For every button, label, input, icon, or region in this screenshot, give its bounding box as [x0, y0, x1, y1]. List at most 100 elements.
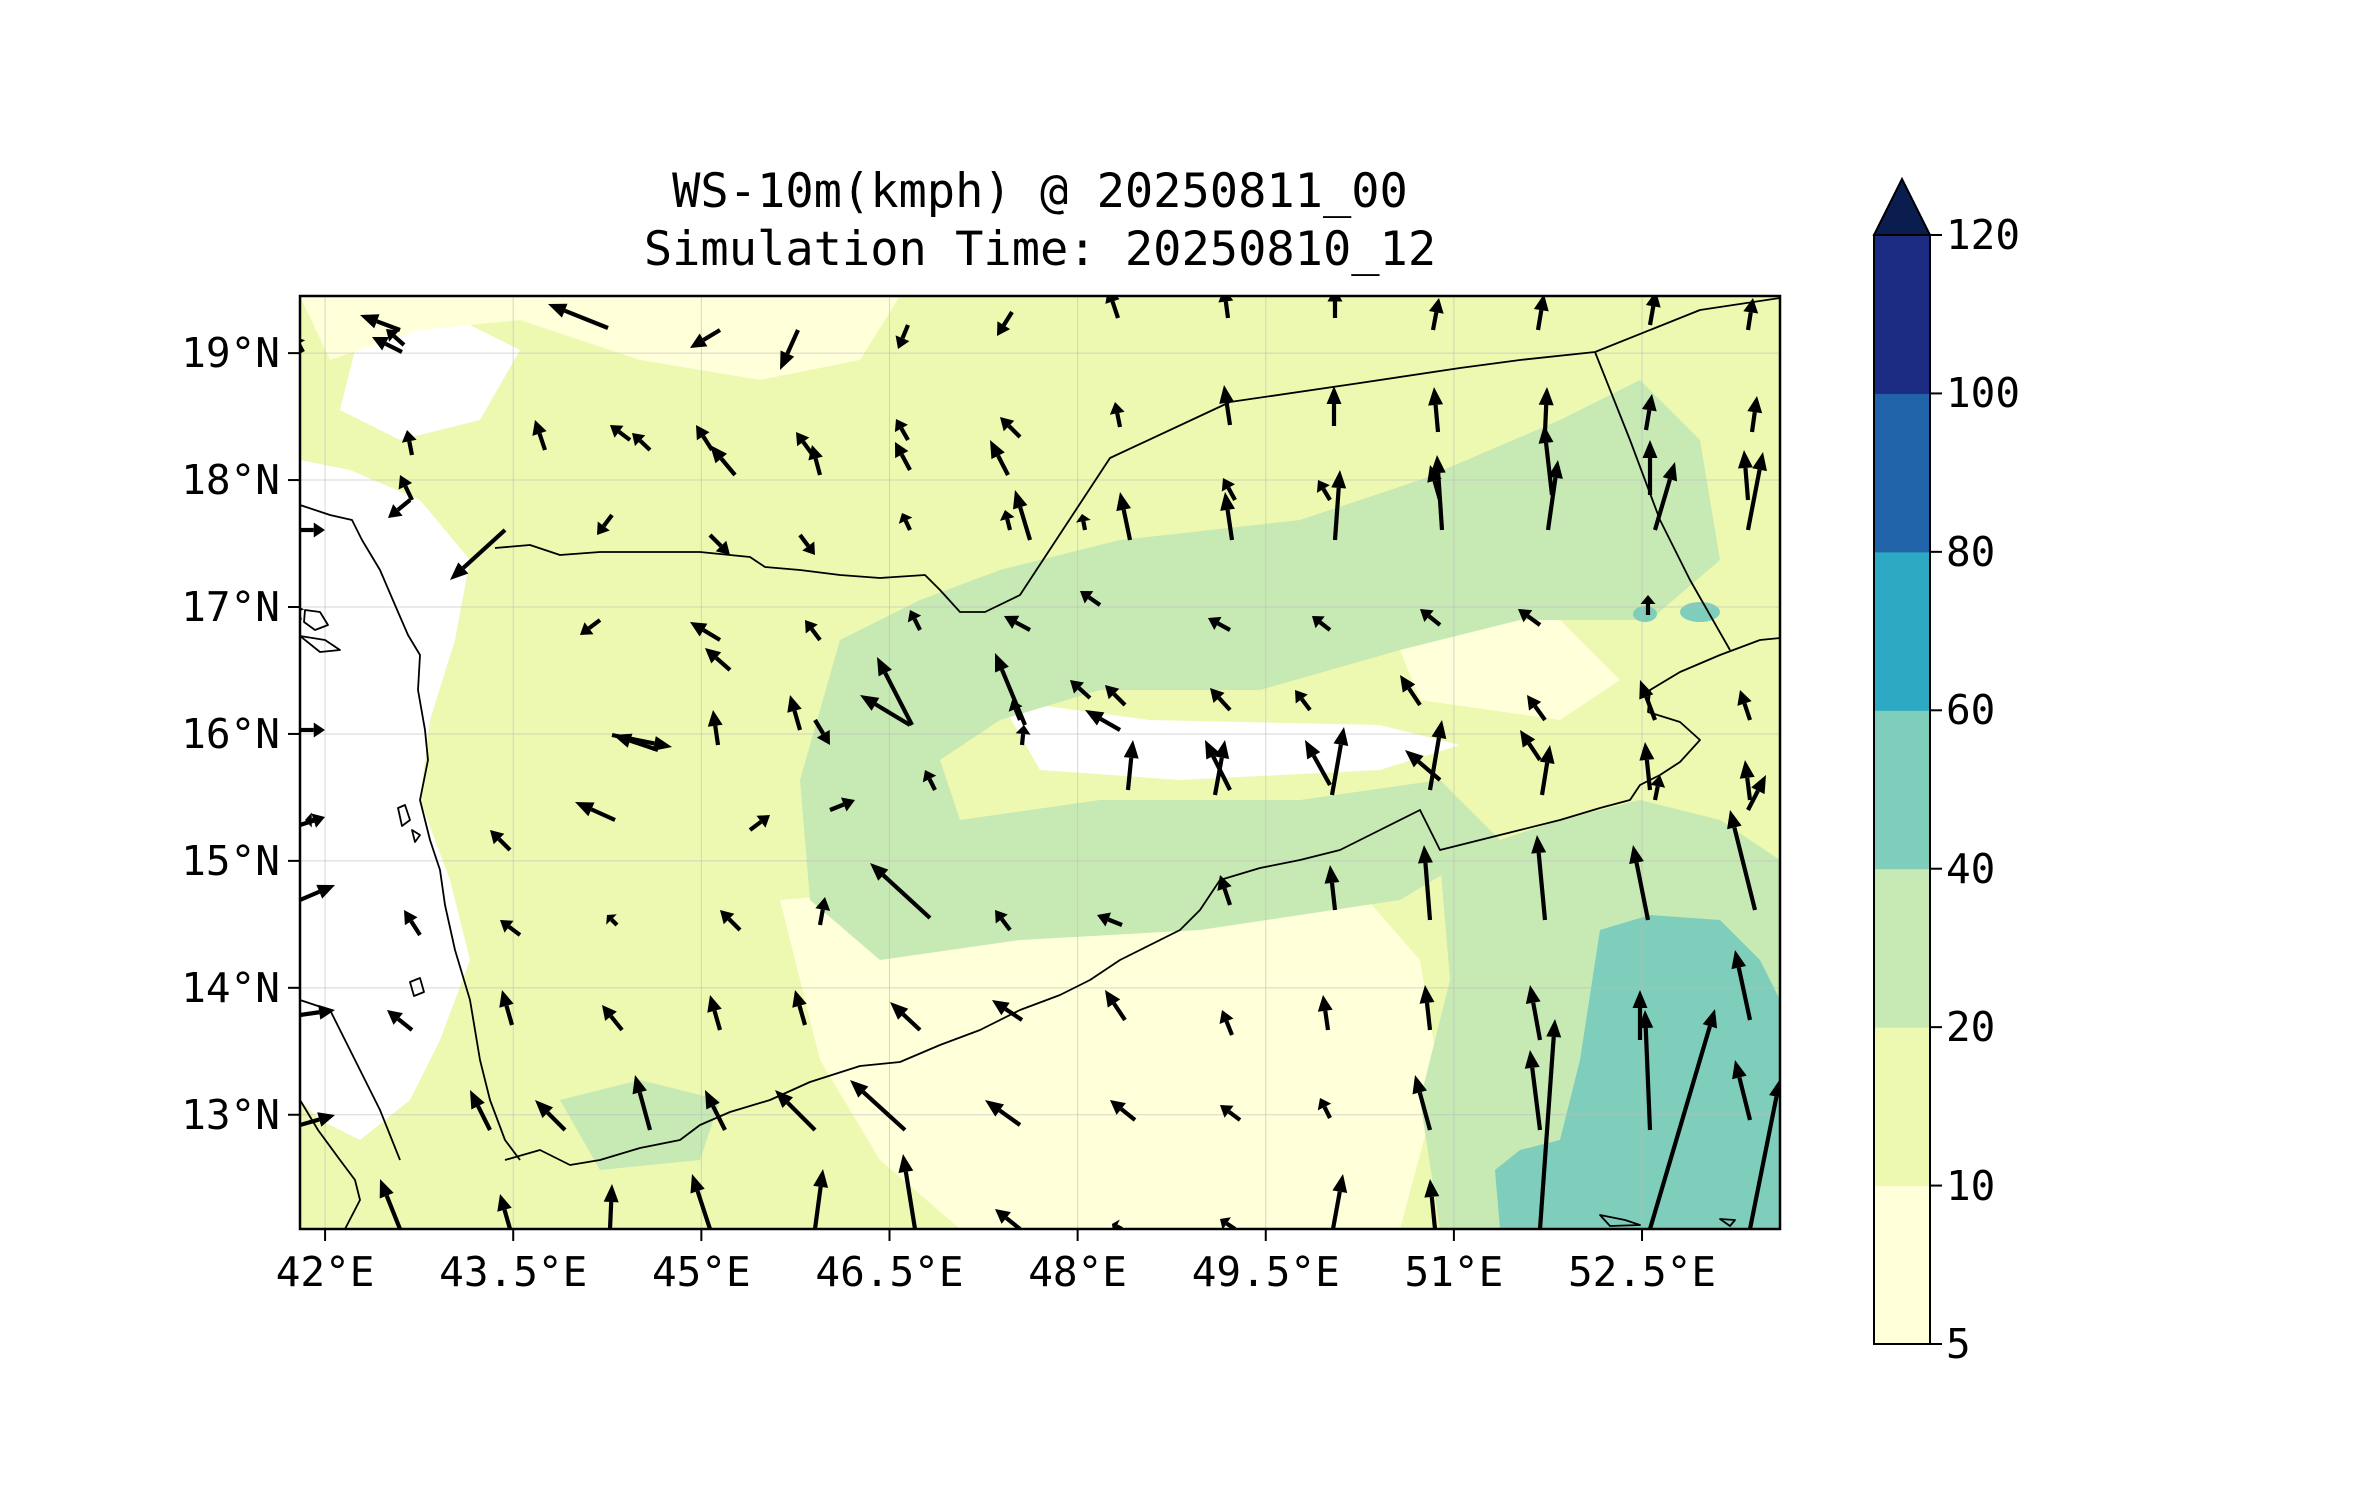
wind-arrow [798, 533, 815, 555]
wind-arrow [1218, 296, 1234, 319]
lat-tick-label: 19°N [181, 329, 280, 378]
wind-arrow [1105, 990, 1127, 1022]
wind-arrow [1004, 615, 1031, 632]
wind-arrow [850, 1080, 907, 1132]
wind-arrow [1220, 1105, 1242, 1122]
lon-tick-label: 48°E [1028, 1248, 1127, 1296]
lat-tick-label: 15°N [181, 836, 280, 885]
colorbar-segment [1874, 710, 1930, 870]
wind-arrow [1105, 296, 1120, 319]
lon-tick-label: 52.5°E [1567, 1248, 1717, 1296]
wind-arrow [404, 910, 422, 937]
wind-arrow [1116, 492, 1133, 541]
wind-arrow [1639, 742, 1655, 791]
wind-arrow [1330, 1174, 1348, 1229]
light-wind-area [780, 860, 1440, 1229]
wind-arrow [990, 440, 1010, 476]
wind-arrow [1539, 745, 1555, 796]
wind-arrow [895, 324, 910, 349]
wind-arrow [1739, 760, 1755, 801]
colorbar-segment [1874, 551, 1930, 711]
wind-arrow [877, 657, 914, 726]
wind-arrow [1329, 727, 1349, 796]
island [300, 635, 341, 653]
wind-vectors [300, 296, 1780, 1229]
wind-arrow [613, 733, 659, 752]
colorbar-extend-triangle [1872, 176, 1932, 236]
wind-arrow [815, 897, 831, 926]
wind-arrow [1400, 675, 1422, 707]
strong-wind-area [1495, 915, 1780, 1229]
wind-arrow [548, 303, 609, 330]
wind-arrow [300, 1112, 335, 1128]
wind-arrow [1012, 490, 1033, 541]
wind-arrow [1527, 695, 1547, 722]
wind-arrow [1217, 875, 1232, 906]
wind-arrow [300, 1004, 335, 1020]
wind-arrow [748, 815, 770, 832]
lon-tick-label: 49.5°E [1191, 1248, 1340, 1296]
wind-arrow [360, 314, 401, 332]
wind-arrow [808, 445, 823, 476]
wind-arrow [829, 797, 855, 812]
wind-arrow [1647, 1009, 1718, 1229]
wind-arrow [898, 1154, 918, 1229]
wind-arrow [792, 990, 808, 1026]
wind-arrow [1731, 950, 1753, 1021]
wind-arrow [1427, 465, 1443, 501]
wind-arrow [999, 510, 1015, 531]
lon-tick-label: 45°E [651, 1248, 751, 1296]
wind-arrow [499, 990, 515, 1026]
wind-arrow [1746, 775, 1766, 811]
wind-arrow [1219, 385, 1235, 426]
wind-arrow [470, 1090, 492, 1131]
wind-arrow [387, 1010, 414, 1032]
wind-arrow [787, 695, 803, 731]
wind-arrow [690, 622, 722, 642]
wind-arrow [1208, 616, 1232, 632]
wind-arrow [1075, 514, 1091, 531]
gulf-of-aden-coastline [504, 637, 1780, 1166]
island [411, 829, 421, 843]
lon-tick-label: 51°E [1404, 1248, 1504, 1296]
wind-arrow [1525, 985, 1543, 1041]
wind-arrow [705, 648, 732, 672]
wind-speed-shading [300, 296, 1780, 1229]
wind-arrow [1427, 720, 1447, 791]
moderate-wind-band [800, 380, 1720, 960]
wind-arrow [690, 1174, 712, 1229]
wind-arrow [401, 430, 417, 456]
wind-arrow [1327, 296, 1343, 318]
wind-arrow [1538, 425, 1555, 496]
wind-arrow [386, 329, 406, 347]
wind-arrow [1520, 730, 1542, 762]
wind-arrow [606, 914, 619, 927]
wind-arrow [580, 618, 602, 635]
wind-arrow [1629, 845, 1651, 921]
wind-arrow [1652, 462, 1678, 531]
wind-arrow [398, 475, 414, 501]
wind-arrow [1518, 609, 1542, 627]
wind-arrow [907, 610, 922, 631]
map-frame [298, 294, 1782, 1231]
wind-arrow [1317, 995, 1333, 1031]
island [397, 804, 411, 827]
colorbar-segment [1874, 235, 1930, 394]
lat-tick-label: 13°N [181, 1090, 280, 1139]
lat-tick-label: 14°N [181, 963, 280, 1012]
lon-tick-label: 43.5°E [439, 1248, 588, 1296]
wind-arrow [1105, 685, 1127, 707]
wind-arrow [1737, 450, 1753, 501]
wind-arrow [602, 1005, 624, 1032]
wind-arrow [1743, 298, 1759, 331]
wind-arrow [1331, 470, 1347, 541]
wind-arrow [860, 695, 912, 727]
map-subtitle: Simulation Time: 20250810_12 [643, 222, 1437, 277]
wind-arrow [1219, 1010, 1234, 1036]
wind-arrow [1650, 775, 1666, 801]
wind-arrow [1727, 810, 1758, 911]
wind-arrow [372, 337, 403, 354]
wind-arrow [1732, 1060, 1753, 1121]
colorbar-segment [1874, 1185, 1930, 1345]
